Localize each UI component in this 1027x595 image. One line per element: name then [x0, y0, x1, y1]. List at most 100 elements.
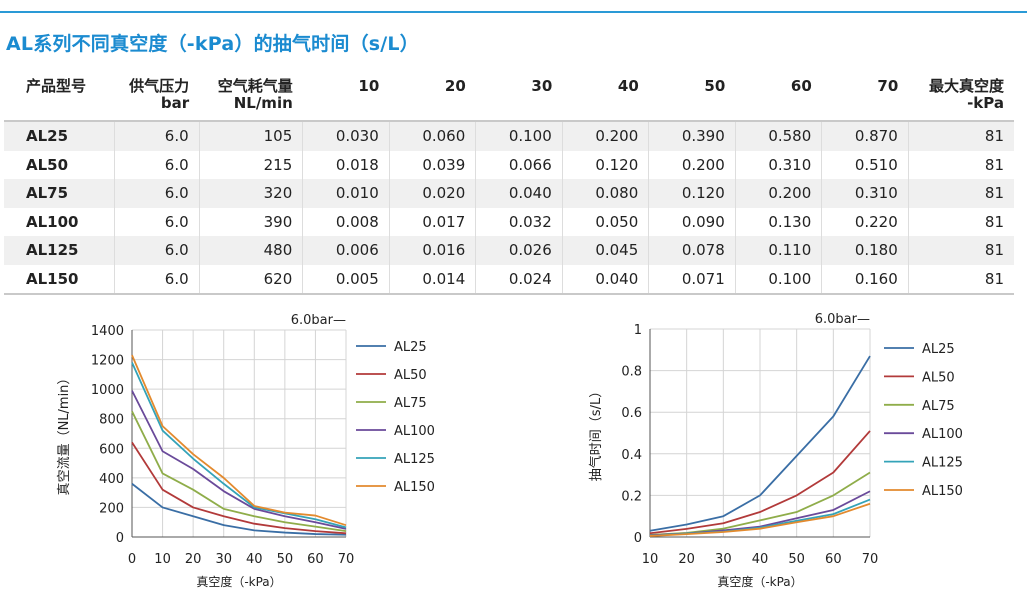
table-cell: 480: [198, 236, 303, 265]
table-cell: 0.130: [734, 207, 822, 236]
table-cell: 81: [907, 121, 1014, 151]
table-cell: 0.008: [302, 207, 390, 236]
legend-label: AL125: [922, 456, 963, 471]
x-tick-label: 50: [277, 552, 294, 567]
column-header-line: 20: [444, 77, 466, 95]
x-tick-label: 0: [128, 552, 136, 567]
top-divider: [0, 11, 1027, 13]
legend-label: AL50: [922, 370, 955, 385]
y-axis-title: 真空流量（NL/min）: [57, 372, 72, 496]
x-tick-label: 20: [185, 552, 202, 567]
column-header-line: 产品型号: [26, 77, 87, 95]
table-cell: 0.024: [475, 264, 563, 295]
table-row: AL100 6.0 390 0.008 0.017 0.032 0.050 0.090 0.13…: [4, 207, 1014, 236]
legend-label: AL25: [922, 342, 955, 357]
x-tick-label: 30: [715, 552, 732, 567]
table-cell: 0.510: [821, 150, 909, 179]
table-row: AL75 6.0 320 0.010 0.020 0.040 0.080 0.120 0.200…: [4, 179, 1014, 208]
table-cell: 0.030: [302, 121, 390, 151]
table-row: AL150 6.0 620 0.005 0.014 0.024 0.040 0.071 0.10…: [4, 264, 1014, 295]
table-cell: 0.200: [561, 121, 649, 151]
table-cell: 0.071: [648, 264, 736, 295]
table-cell: 620: [198, 264, 303, 295]
pressure-note-label: 6.0bar—: [291, 313, 346, 328]
table-cell: 6.0: [114, 264, 200, 295]
table-cell: 0.010: [302, 179, 390, 208]
model-cell: AL100: [26, 212, 79, 231]
table-cell: 0.020: [388, 179, 476, 208]
legend-label: AL150: [922, 484, 963, 499]
column-header-line: 40: [617, 77, 639, 95]
table-cell: 6.0: [114, 236, 200, 265]
table-cell: 0.200: [648, 150, 736, 179]
legend-label: AL100: [922, 427, 963, 442]
table-cell: 0.005: [302, 264, 390, 295]
series-line-al150: [131, 354, 347, 527]
spec-table: 产品型号 供气压力 bar 空气耗气量 NL/min 10 20 30 40 50 60 70 最大真空…: [4, 72, 1014, 295]
column-header-line: -kPa: [967, 94, 1004, 112]
x-tick-label: 30: [215, 552, 232, 567]
x-tick-label: 70: [338, 552, 355, 567]
column-header: 10: [302, 72, 390, 122]
column-header: 40: [562, 72, 649, 122]
column-header-line: bar: [160, 94, 190, 112]
column-header: 供气压力 bar: [114, 72, 200, 122]
x-tick-label: 10: [154, 552, 171, 567]
y-tick-label: 0: [116, 531, 124, 546]
table-cell: 390: [198, 207, 303, 236]
evacuation-time-chart: 0 0.2 0.4 0.6 0.8 1 10 20 30 40 50 60 70 真空度（-kPa） 抽气时…: [578, 306, 998, 595]
x-tick-label: 50: [788, 552, 805, 567]
table-cell: 0.580: [734, 121, 822, 151]
table-cell: 0.870: [821, 121, 909, 151]
table-cell: 0.078: [648, 236, 736, 265]
table-cell: 6.0: [114, 179, 200, 208]
table-cell: 0.032: [475, 207, 563, 236]
page-title: AL系列不同真空度（-kPa）的抽气时间（s/L）: [6, 33, 419, 55]
table-cell: 0.310: [821, 179, 909, 208]
table-cell: 0.390: [648, 121, 736, 151]
table-cell: 0.100: [475, 121, 563, 151]
y-tick-label: 0.4: [621, 448, 642, 463]
series-line-al25: [131, 483, 347, 536]
table-cell: 0.017: [388, 207, 476, 236]
column-header-line: NL/min: [233, 94, 293, 112]
x-tick-label: 40: [752, 552, 769, 567]
model-cell: AL25: [4, 121, 115, 151]
series-line-al100: [131, 390, 347, 530]
column-header-line: 70: [877, 77, 899, 95]
column-header-line: 供气压力: [129, 77, 190, 95]
x-axis-title: 真空度（-kPa）: [717, 574, 802, 589]
column-header: 最大真空度 -kPa: [908, 72, 1014, 122]
table-cell: 0.180: [821, 236, 909, 265]
y-tick-label: 0.8: [621, 365, 642, 380]
y-tick-label: 800: [99, 413, 124, 428]
y-tick-label: 0.6: [621, 406, 642, 421]
table-cell: 215: [198, 150, 303, 179]
y-tick-label: 600: [99, 442, 124, 457]
model-cell: AL50: [26, 155, 69, 174]
table-header-row: 产品型号 供气压力 bar 空气耗气量 NL/min 10 20 30 40 50 60 70 最大真空…: [4, 72, 1014, 122]
x-tick-label: 20: [678, 552, 695, 567]
table-cell: 0.110: [734, 236, 822, 265]
table-cell: 0.090: [648, 207, 736, 236]
series-line-al25: [649, 355, 871, 532]
x-tick-label: 70: [862, 552, 879, 567]
y-axis-title: 抽气时间（s/L）: [588, 385, 604, 481]
table-cell: 6.0: [114, 121, 200, 151]
column-header-line: 10: [358, 77, 380, 95]
model-cell: AL150: [4, 264, 115, 295]
y-tick-label: 0: [634, 531, 642, 546]
table-row: AL25 6.0 105 0.030 0.060 0.100 0.200 0.390 0.580…: [4, 121, 1014, 151]
table-cell: 0.014: [388, 264, 476, 295]
x-axis-title: 真空度（-kPa）: [196, 574, 281, 589]
table-row: AL125 6.0 480 0.006 0.016 0.026 0.045 0.078 0.11…: [4, 236, 1014, 265]
column-header: 60: [735, 72, 822, 122]
table-cell: 0.310: [734, 150, 822, 179]
table-cell: 0.120: [648, 179, 736, 208]
table-cell: 0.080: [561, 179, 649, 208]
model-cell: AL75: [4, 179, 115, 208]
table-row: AL50 6.0 215 0.018 0.039 0.066 0.120 0.200 0.310…: [4, 150, 1014, 179]
x-tick-label: 60: [307, 552, 324, 567]
table-cell: 81: [907, 150, 1014, 179]
x-tick-label: 40: [246, 552, 263, 567]
